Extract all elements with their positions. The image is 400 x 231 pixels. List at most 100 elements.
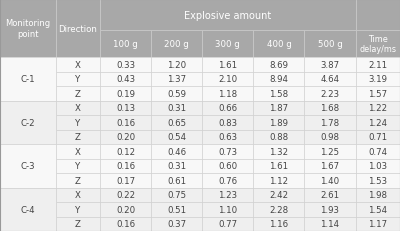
Bar [356, 130, 400, 144]
Bar [100, 159, 151, 173]
Bar [253, 31, 304, 58]
Text: 0.60: 0.60 [218, 161, 237, 170]
Bar [100, 58, 151, 72]
Bar [151, 188, 202, 202]
Text: 1.24: 1.24 [368, 118, 387, 127]
Text: 1.22: 1.22 [368, 104, 387, 113]
Text: Y: Y [75, 205, 80, 214]
Text: C-3: C-3 [20, 161, 35, 170]
Bar [100, 31, 151, 58]
Bar [100, 202, 151, 217]
Bar [0, 58, 56, 101]
Bar [151, 173, 202, 188]
Text: 1.98: 1.98 [368, 190, 387, 199]
Bar [151, 159, 202, 173]
Text: 0.31: 0.31 [167, 161, 186, 170]
Text: 1.67: 1.67 [320, 161, 340, 170]
Bar [151, 130, 202, 144]
Bar [304, 101, 356, 116]
Text: 0.22: 0.22 [116, 190, 135, 199]
Text: Y: Y [75, 118, 80, 127]
Bar [304, 159, 356, 173]
Text: X: X [75, 147, 81, 156]
Bar [304, 173, 356, 188]
Bar [56, 116, 100, 130]
Text: Explosive amount: Explosive amount [184, 11, 272, 21]
Text: 0.19: 0.19 [116, 89, 135, 98]
Text: 0.31: 0.31 [167, 104, 186, 113]
Text: 1.17: 1.17 [368, 219, 387, 228]
Bar [304, 217, 356, 231]
Bar [56, 202, 100, 217]
Bar [253, 58, 304, 72]
Bar [56, 0, 100, 58]
Bar [56, 130, 100, 144]
Text: 8.69: 8.69 [269, 61, 288, 70]
Bar [253, 159, 304, 173]
Text: 0.76: 0.76 [218, 176, 237, 185]
Text: X: X [75, 61, 81, 70]
Text: 0.16: 0.16 [116, 161, 135, 170]
Text: 0.98: 0.98 [320, 133, 340, 142]
Text: 0.66: 0.66 [218, 104, 237, 113]
Text: 0.43: 0.43 [116, 75, 135, 84]
Text: 1.87: 1.87 [269, 104, 288, 113]
Text: 1.23: 1.23 [218, 190, 237, 199]
Bar [56, 58, 100, 72]
Bar [151, 72, 202, 87]
Text: 0.17: 0.17 [116, 176, 135, 185]
Text: X: X [75, 190, 81, 199]
Text: 2.11: 2.11 [368, 61, 387, 70]
Bar [253, 188, 304, 202]
Text: 8.94: 8.94 [269, 75, 288, 84]
Bar [100, 188, 151, 202]
Text: 2.23: 2.23 [320, 89, 340, 98]
Text: X: X [75, 104, 81, 113]
Bar [202, 159, 253, 173]
Bar [304, 87, 356, 101]
Bar [56, 188, 100, 202]
Bar [202, 202, 253, 217]
Bar [304, 188, 356, 202]
Bar [304, 31, 356, 58]
Bar [151, 101, 202, 116]
Bar [202, 173, 253, 188]
Text: 0.54: 0.54 [167, 133, 186, 142]
Bar [356, 72, 400, 87]
Bar [304, 144, 356, 159]
Text: 0.16: 0.16 [116, 118, 135, 127]
Bar [253, 101, 304, 116]
Text: 500 g: 500 g [318, 40, 342, 49]
Text: 1.18: 1.18 [218, 89, 237, 98]
Text: 0.37: 0.37 [167, 219, 186, 228]
Bar [356, 173, 400, 188]
Bar [253, 202, 304, 217]
Bar [100, 87, 151, 101]
Bar [151, 87, 202, 101]
Text: C-2: C-2 [20, 118, 35, 127]
Bar [202, 72, 253, 87]
Bar [100, 72, 151, 87]
Text: 0.63: 0.63 [218, 133, 237, 142]
Text: 1.32: 1.32 [269, 147, 288, 156]
Text: 0.59: 0.59 [167, 89, 186, 98]
Bar [202, 87, 253, 101]
Bar [253, 217, 304, 231]
Bar [100, 0, 356, 31]
Text: 0.71: 0.71 [368, 133, 387, 142]
Bar [253, 144, 304, 159]
Text: 1.25: 1.25 [320, 147, 340, 156]
Bar [202, 188, 253, 202]
Text: 1.20: 1.20 [167, 61, 186, 70]
Bar [151, 202, 202, 217]
Bar [304, 202, 356, 217]
Bar [100, 173, 151, 188]
Text: 3.19: 3.19 [368, 75, 387, 84]
Bar [253, 173, 304, 188]
Bar [100, 101, 151, 116]
Text: C-1: C-1 [20, 75, 35, 84]
Bar [202, 217, 253, 231]
Bar [56, 144, 100, 159]
Bar [356, 217, 400, 231]
Text: 400 g: 400 g [266, 40, 291, 49]
